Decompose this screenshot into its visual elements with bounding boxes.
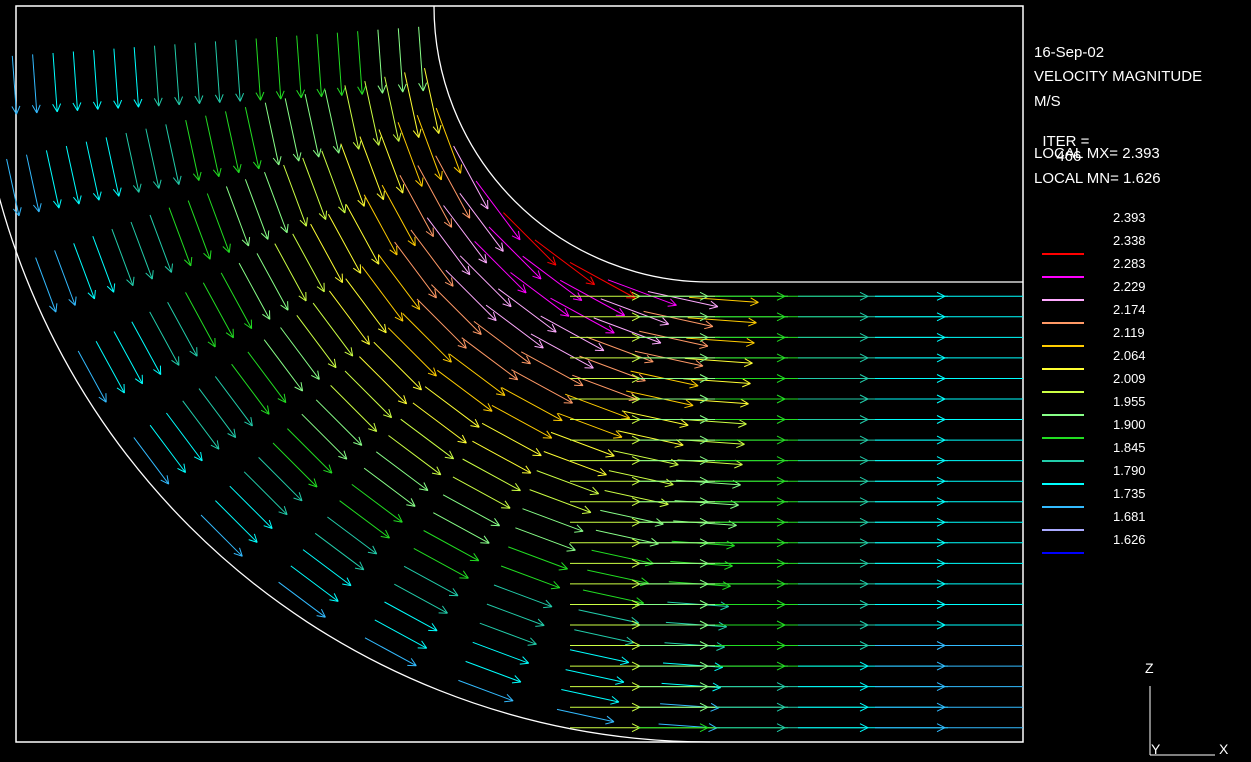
legend-swatch (1042, 299, 1084, 301)
header-date: 16-Sep-02 (1034, 44, 1105, 61)
axis-y-label: Y (1151, 741, 1161, 757)
legend-value: 2.009 (1113, 371, 1146, 386)
legend-swatch (1042, 460, 1084, 462)
local-min: LOCAL MN= 1.626 (1034, 170, 1161, 187)
legend-value: 1.681 (1113, 509, 1146, 524)
legend-row: 2.119 (1040, 325, 1240, 348)
duct-walls (0, 5, 1023, 743)
legend-value: 1.790 (1113, 463, 1146, 478)
legend-value: 1.900 (1113, 417, 1146, 432)
legend-value: 2.283 (1113, 256, 1146, 271)
legend-row: 1.845 (1040, 440, 1240, 463)
legend-swatch (1042, 368, 1084, 370)
legend-row: 2.174 (1040, 302, 1240, 325)
legend-row: 1.735 (1040, 486, 1240, 509)
axis-x-label: X (1219, 741, 1229, 757)
legend-swatch (1042, 253, 1084, 255)
legend-swatch (1042, 529, 1084, 531)
legend-row: 1.626 (1040, 532, 1240, 555)
legend-value: 2.229 (1113, 279, 1146, 294)
iter-value: 466 (1056, 148, 1082, 165)
legend-row: 2.064 (1040, 348, 1240, 371)
legend-swatch (1042, 437, 1084, 439)
iter-label: ITER = (1042, 133, 1090, 150)
legend-value: 2.174 (1113, 302, 1146, 317)
duct-wall-arc (0, 197, 711, 743)
legend-value: 2.064 (1113, 348, 1146, 363)
axis-z-label: Z (1145, 660, 1154, 676)
legend-row: 1.681 (1040, 509, 1240, 532)
legend-swatch (1042, 322, 1084, 324)
legend-swatch (1042, 483, 1084, 485)
legend-swatch (1042, 552, 1084, 554)
header-quantity: VELOCITY MAGNITUDE (1034, 68, 1203, 85)
legend-row: 2.009 (1040, 371, 1240, 394)
legend-swatch (1042, 506, 1084, 508)
legend-value: 1.955 (1113, 394, 1146, 409)
legend-value: 2.338 (1113, 233, 1146, 248)
legend-row: 1.900 (1040, 417, 1240, 440)
header-units: M/S (1034, 93, 1061, 110)
legend-swatch (1042, 414, 1084, 416)
legend-row: 1.790 (1040, 463, 1240, 486)
legend-swatch (1042, 276, 1084, 278)
duct-wall-arc (433, 5, 711, 283)
legend-value: 1.845 (1113, 440, 1146, 455)
plot-frame (15, 5, 1024, 743)
legend-value: 1.626 (1113, 532, 1146, 547)
legend-value: 2.119 (1113, 325, 1145, 340)
legend-swatch (1042, 345, 1084, 347)
legend-row: 2.229 (1040, 279, 1240, 302)
legend-row: 2.283 (1040, 256, 1240, 279)
legend-row: 2.393 (1040, 210, 1240, 233)
local-max: LOCAL MX= 2.393 (1034, 145, 1160, 162)
legend-value: 1.735 (1113, 486, 1146, 501)
iter-row: ITER = 466 (1034, 119, 1089, 164)
legend-swatch (1042, 391, 1084, 393)
vector-field (0, 26, 1023, 733)
legend-row: 2.338 (1040, 233, 1240, 256)
legend-value: 2.393 (1113, 210, 1146, 225)
legend-row: 1.955 (1040, 394, 1240, 417)
axis-triad (1149, 686, 1215, 756)
